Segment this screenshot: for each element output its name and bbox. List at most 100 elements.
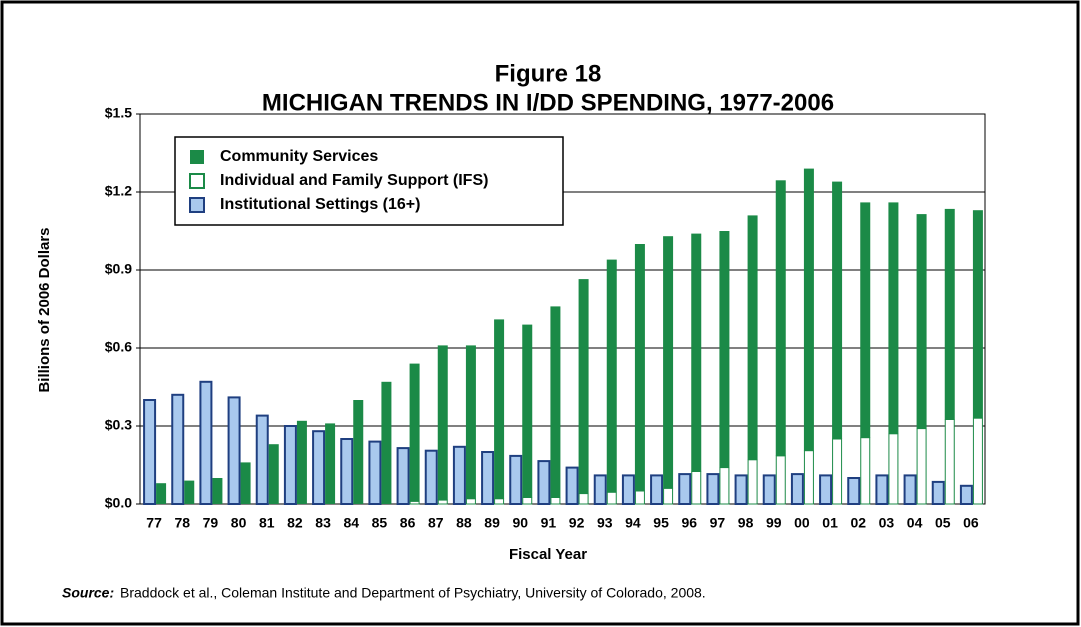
bar-institutional [312,430,326,506]
x-tick-label: 02 [850,515,866,531]
bar-community [240,462,251,504]
bar-institutional [199,380,213,505]
bar-ifs [634,490,645,505]
bar-ifs [888,433,899,505]
bar-ifs [663,487,674,505]
y-tick-label: $1.5 [105,105,132,121]
bar-community [268,444,279,504]
bar-institutional [678,473,692,506]
bar-community [353,400,364,504]
x-tick-label: 78 [174,515,190,531]
bar-institutional [875,474,889,505]
bar-institutional [621,474,635,505]
y-axis-label: Billions of 2006 Dollars [36,227,53,392]
x-tick-label: 79 [203,515,219,531]
bar-institutional [509,454,523,505]
x-tick-label: 05 [935,515,951,531]
bar-institutional [903,474,917,505]
x-tick-label: 93 [597,515,613,531]
bar-community [972,210,983,419]
bar-community [691,233,702,472]
x-tick-label: 80 [231,515,247,531]
legend-label: Community Services [220,148,378,165]
bar-ifs [719,467,730,505]
bar-ifs [803,450,814,505]
bar-institutional [481,451,495,505]
x-tick-label: 84 [343,515,359,531]
bar-community [578,279,589,494]
bar-ifs [860,437,871,505]
x-tick-label: 03 [879,515,895,531]
x-tick-label: 98 [738,515,754,531]
bar-community [634,244,645,491]
bar-ifs [972,417,983,505]
bar-community [916,214,927,429]
source-text: Braddock et al., Coleman Institute and D… [120,585,706,601]
bar-community [860,202,871,438]
y-tick-label: $1.2 [105,183,132,199]
bar-community [437,345,448,501]
x-tick-label: 01 [822,515,838,531]
x-tick-label: 86 [400,515,416,531]
bar-community [606,259,617,493]
bar-institutional [452,445,466,505]
x-tick-label: 00 [794,515,810,531]
x-tick-label: 90 [512,515,528,531]
x-tick-label: 89 [484,515,500,531]
bar-community [550,306,561,498]
bar-community [663,236,674,489]
x-tick-label: 83 [315,515,331,531]
x-tick-label: 94 [625,515,641,531]
y-tick-label: $0.3 [105,417,132,433]
bar-institutional [340,438,354,505]
x-tick-label: 96 [681,515,697,531]
x-tick-label: 77 [146,515,162,531]
bar-community [494,319,505,499]
legend-swatch [189,197,205,213]
bar-ifs [691,471,702,505]
x-tick-label: 97 [710,515,726,531]
x-tick-label: 81 [259,515,275,531]
y-tick-label: $0.0 [105,495,132,511]
bar-community [409,363,420,502]
bar-community [184,480,195,504]
bar-community [775,180,786,456]
bar-institutional [255,414,269,506]
y-tick-label: $0.6 [105,339,132,355]
bar-ifs [775,455,786,505]
x-tick-label: 91 [541,515,557,531]
x-axis-label: Fiscal Year [509,546,587,563]
bar-institutional [171,393,185,505]
bar-community [156,483,167,504]
y-tick-label: $0.9 [105,261,132,277]
bar-community [465,345,476,499]
legend-swatch [190,150,204,164]
bar-institutional [593,474,607,505]
legend-box [174,136,564,226]
x-tick-label: 82 [287,515,303,531]
chart-title: Figure 18 [495,60,602,87]
bar-institutional [650,474,664,505]
x-tick-label: 85 [372,515,388,531]
bar-institutional [734,474,748,505]
bar-ifs [494,498,505,505]
bar-institutional [143,399,157,505]
bar-ifs [944,419,955,505]
legend-label: Individual and Family Support (IFS) [220,172,488,189]
x-tick-label: 95 [653,515,669,531]
bar-ifs [437,499,448,505]
bar-ifs [606,491,617,505]
bar-institutional [368,440,382,506]
x-tick-label: 04 [907,515,923,531]
bar-community [832,181,843,439]
bar-institutional [283,425,297,505]
bar-ifs [522,497,533,505]
bar-ifs [409,500,420,505]
legend-swatch [189,173,205,189]
bar-institutional [424,449,438,506]
bar-community [325,423,336,504]
bar-institutional [847,477,861,505]
bar-institutional [790,473,804,506]
x-tick-label: 06 [963,515,979,531]
